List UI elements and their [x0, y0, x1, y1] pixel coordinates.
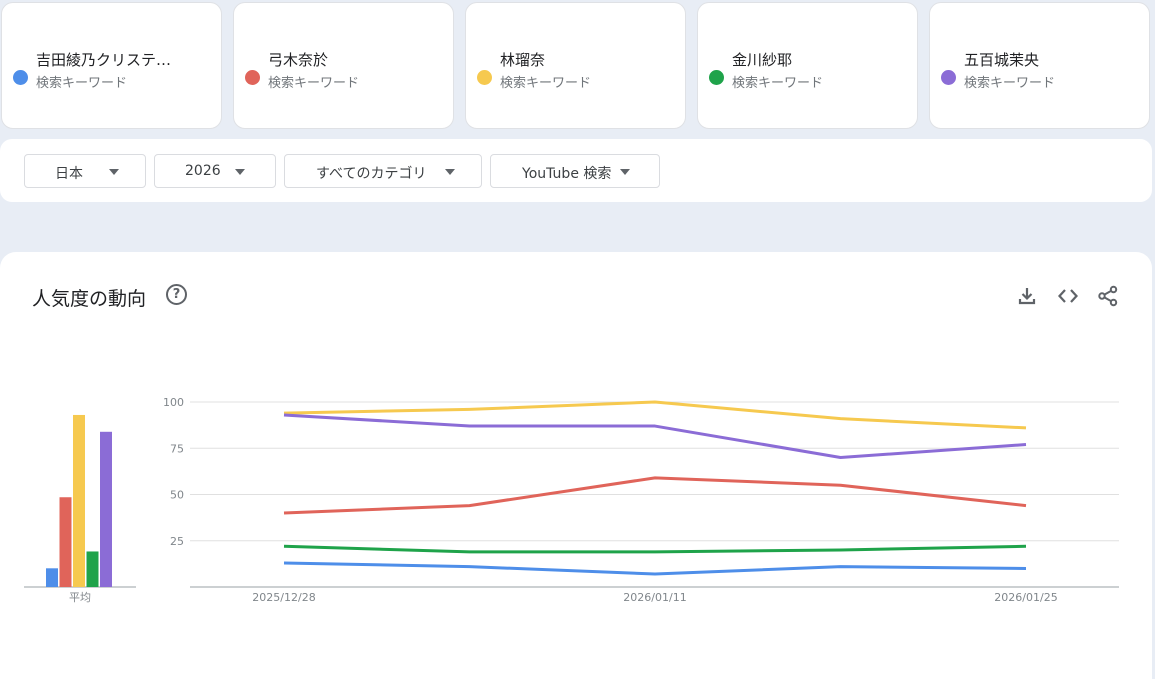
series-line-1[interactable]: [283, 561, 1027, 576]
average-bar-chart: 平均: [24, 414, 136, 604]
region-value: 日本: [55, 166, 83, 182]
series-color-dot: [709, 70, 724, 85]
chevron-down-icon: [235, 169, 245, 175]
keyword-term: 金川紗耶: [732, 51, 793, 69]
period-value: 2026: [185, 163, 221, 179]
category-dropdown[interactable]: すべてのカテゴリ: [284, 154, 482, 188]
series-color-dot: [941, 70, 956, 85]
keyword-term: 五百城茉央: [964, 51, 1040, 69]
y-tick-label: 100: [163, 396, 184, 409]
series-line-5[interactable]: [283, 413, 1027, 459]
keyword-card-1[interactable]: 吉田綾乃クリステ… 検索キーワード: [1, 2, 222, 129]
region-dropdown[interactable]: 日本: [24, 154, 146, 188]
keyword-term: 弓木奈於: [268, 51, 329, 69]
y-tick-label: 25: [170, 535, 184, 548]
series-line-3[interactable]: [283, 400, 1027, 430]
series-line-4[interactable]: [283, 544, 1027, 554]
series-color-dot: [13, 70, 28, 85]
series-color-dot: [477, 70, 492, 85]
series-color-dot: [245, 70, 260, 85]
x-tick-label: 2025/12/28: [252, 591, 315, 604]
interest-line-chart: 25 50 75 100 2025/12/28 2026/01/11 2026/01/25: [163, 396, 1119, 604]
property-value: YouTube 検索: [522, 166, 612, 182]
keyword-card-2[interactable]: 弓木奈於 検索キーワード: [233, 2, 454, 129]
filter-bar: 日本 2026 すべてのカテゴリ YouTube 検索: [0, 139, 1152, 202]
average-bar-3: [73, 414, 85, 587]
average-bar-1: [46, 568, 58, 587]
keyword-type: 検索キーワード: [732, 76, 824, 91]
period-dropdown[interactable]: 2026: [154, 154, 276, 188]
keyword-term: 吉田綾乃クリステ…: [36, 51, 172, 69]
keyword-term: 林瑠奈: [500, 51, 546, 69]
keyword-type: 検索キーワード: [36, 76, 128, 91]
help-circle-icon[interactable]: ?: [166, 284, 187, 305]
average-bar-5: [100, 431, 112, 587]
keyword-type: 検索キーワード: [268, 76, 360, 91]
panel-title: 人気度の動向: [32, 288, 147, 310]
download-icon[interactable]: [1016, 285, 1038, 307]
property-dropdown[interactable]: YouTube 検索: [490, 154, 660, 188]
y-tick-label: 50: [170, 489, 184, 502]
keyword-card-4[interactable]: 金川紗耶 検索キーワード: [697, 2, 918, 129]
series-line-2[interactable]: [283, 476, 1027, 515]
keyword-card-5[interactable]: 五百城茉央 検索キーワード: [929, 2, 1150, 129]
average-label: 平均: [69, 591, 91, 604]
x-tick-label: 2026/01/25: [994, 591, 1057, 604]
y-tick-label: 75: [170, 442, 184, 455]
x-tick-label: 2026/01/11: [623, 591, 686, 604]
average-bar-2: [59, 497, 72, 587]
interest-over-time-panel: 人気度の動向 ? 平均 25 50 75 100 2025/12/28 2026/01/…: [0, 252, 1152, 679]
keyword-type: 検索キーワード: [500, 76, 592, 91]
chevron-down-icon: [109, 169, 119, 175]
average-bar-4: [86, 551, 99, 587]
chevron-down-icon: [445, 169, 455, 175]
share-icon[interactable]: [1097, 285, 1119, 307]
keyword-card-3[interactable]: 林瑠奈 検索キーワード: [465, 2, 686, 129]
keyword-type: 検索キーワード: [964, 76, 1056, 91]
code-embed-icon[interactable]: [1057, 285, 1079, 307]
category-value: すべてのカテゴリ: [316, 166, 427, 182]
chevron-down-icon: [620, 169, 630, 175]
